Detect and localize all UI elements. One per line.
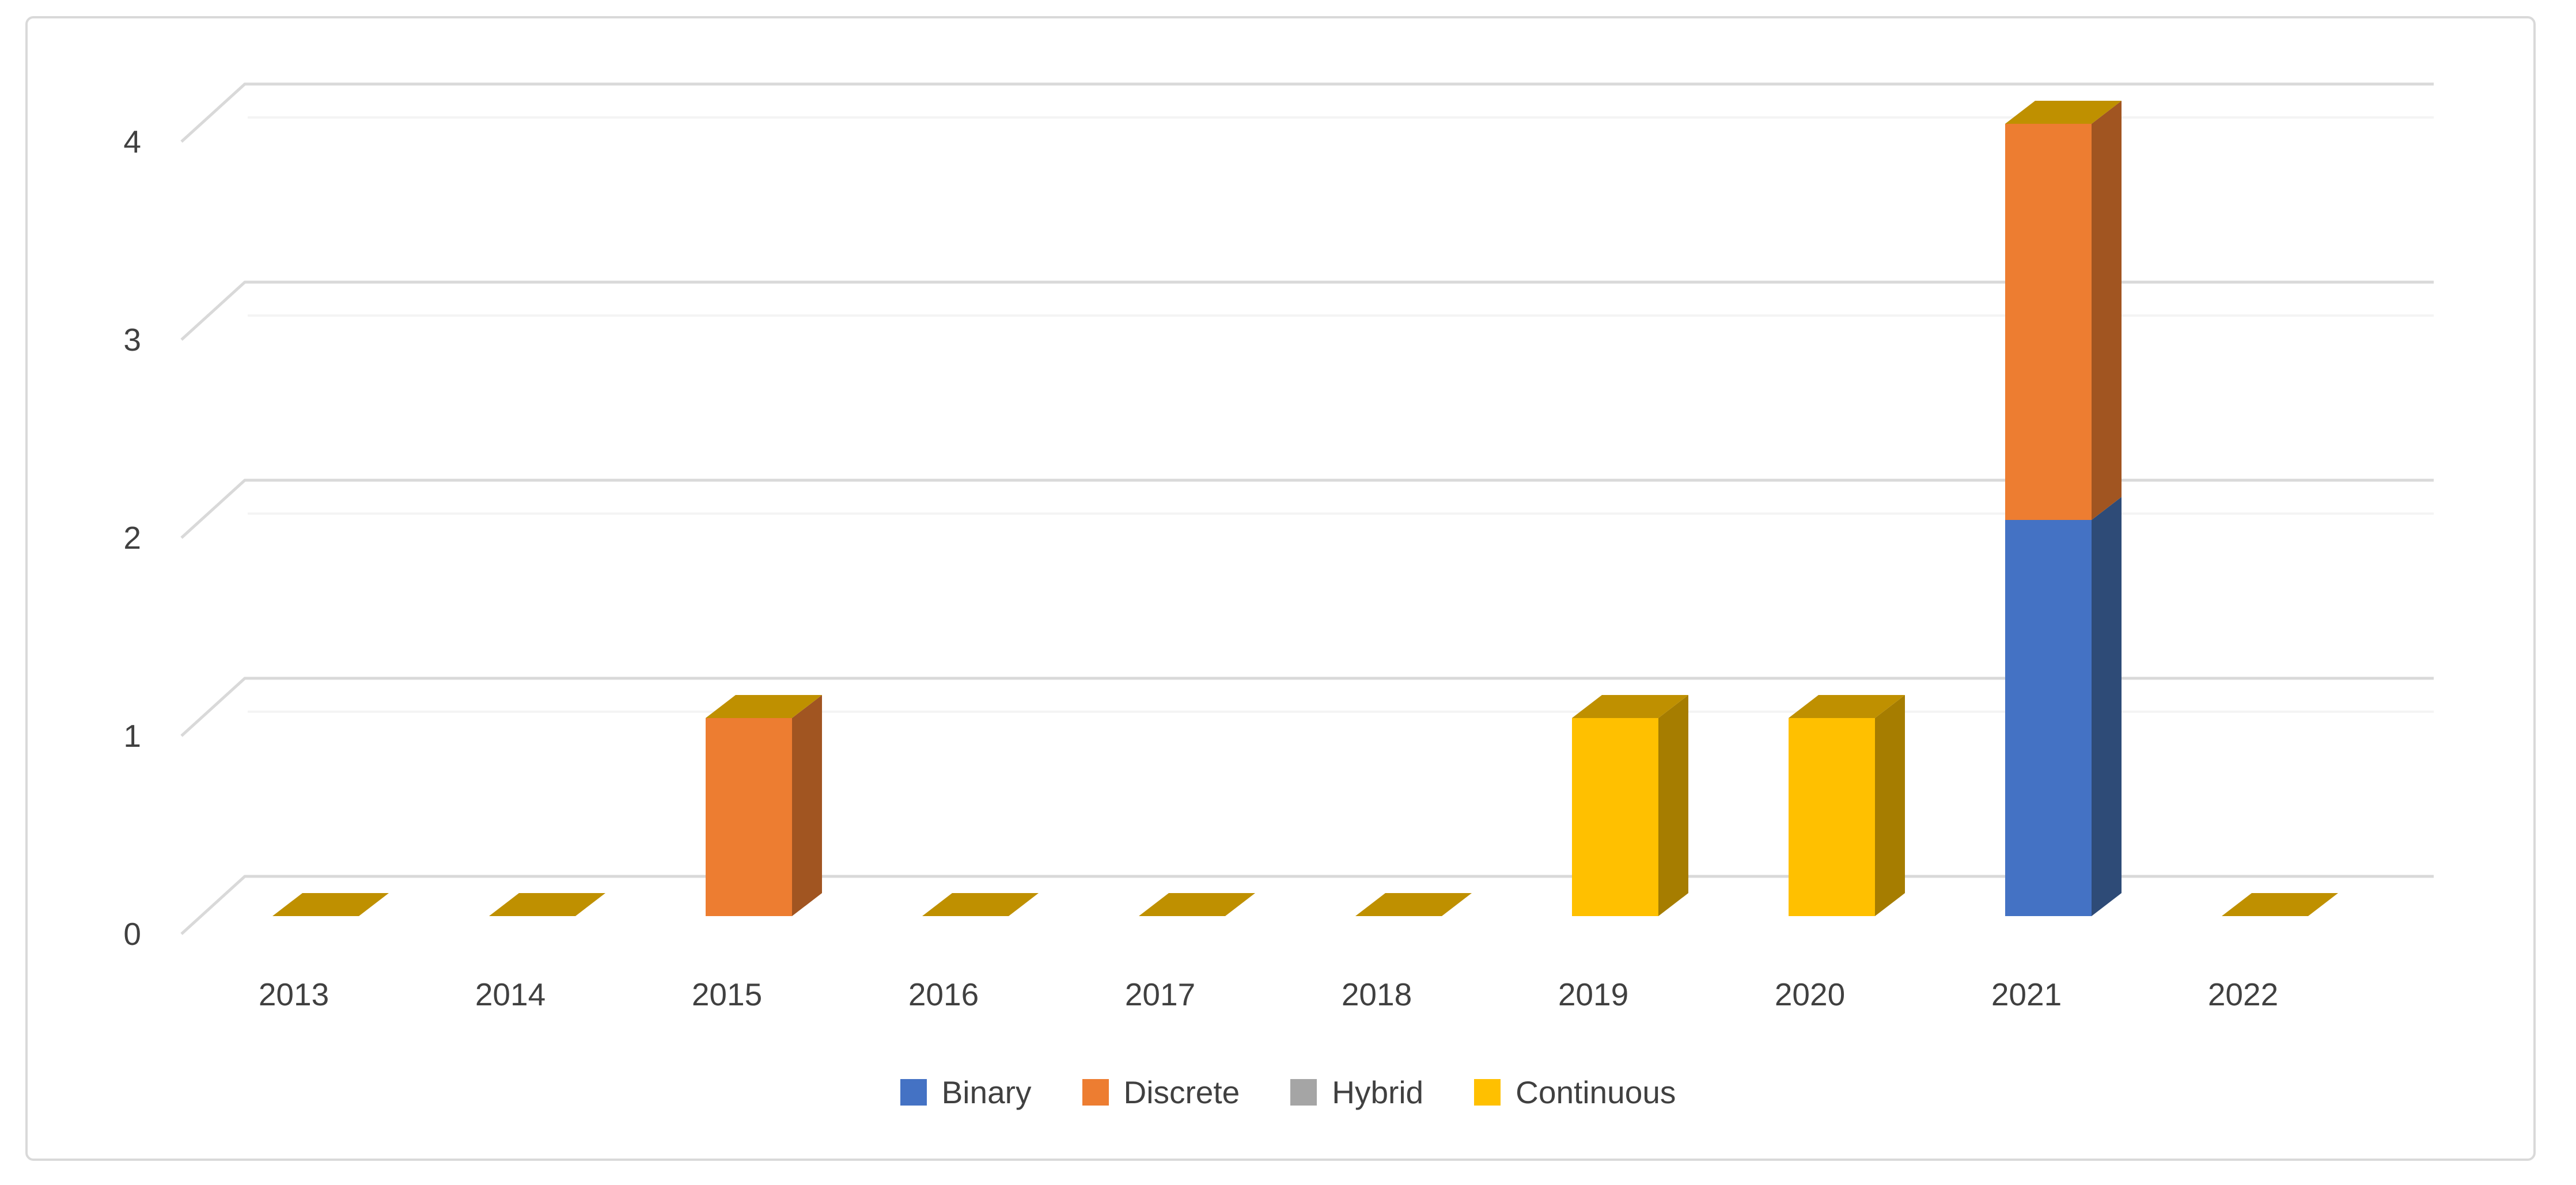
- bar-2020[interactable]: [1789, 695, 1905, 916]
- bar-front-Discrete-2015[interactable]: [706, 718, 792, 916]
- gridline-y-4: [180, 82, 2434, 143]
- bar-front-Continuous-2019[interactable]: [1572, 718, 1658, 916]
- bar-side-Discrete-2021[interactable]: [2092, 101, 2122, 520]
- legend-item-binary[interactable]: Binary: [900, 1074, 1032, 1110]
- x-tick-label-2016: 2016: [908, 977, 979, 1012]
- bar-top-2021[interactable]: [2005, 101, 2122, 124]
- legend-item-hybrid[interactable]: Hybrid: [1290, 1074, 1424, 1110]
- y-tick-label-2: 2: [123, 520, 141, 556]
- y-tick-label-0: 0: [123, 916, 141, 952]
- x-tick-label-2022: 2022: [2208, 977, 2278, 1012]
- bar-top-2015[interactable]: [706, 695, 822, 718]
- legend-swatch-continuous: [1474, 1079, 1501, 1106]
- bars-layer: 2013 2014 2015 2016 2017 2018 2019 2020 2021 2022: [259, 101, 2338, 1012]
- bar-2019[interactable]: [1572, 695, 1688, 916]
- bar-side-Continuous-2020[interactable]: [1875, 695, 1905, 916]
- x-tick-label-2013: 2013: [259, 977, 329, 1012]
- figure-border: [25, 16, 2536, 1161]
- bar-top-2016[interactable]: [922, 893, 1039, 916]
- bar-2022[interactable]: [2222, 893, 2338, 916]
- bar-side-Continuous-2019[interactable]: [1658, 695, 1688, 916]
- legend-label-hybrid: Hybrid: [1332, 1074, 1424, 1110]
- bar-top-2022[interactable]: [2222, 893, 2338, 916]
- bar-top-2013[interactable]: [272, 893, 389, 916]
- legend-item-continuous[interactable]: Continuous: [1474, 1074, 1676, 1110]
- legend-label-binary: Binary: [941, 1074, 1032, 1110]
- gridline-y-1: [180, 677, 2434, 737]
- gridline-y-3: [180, 280, 2434, 341]
- y-tick-label-3: 3: [123, 322, 141, 358]
- legend-swatch-hybrid: [1290, 1079, 1317, 1106]
- gridline-y-2: [180, 478, 2434, 539]
- legend: Binary Discrete Hybrid Continuous: [0, 1066, 2576, 1118]
- legend-swatch-binary: [900, 1079, 927, 1106]
- x-tick-label-2020: 2020: [1775, 977, 1845, 1012]
- bar-2016[interactable]: [922, 893, 1039, 916]
- bar-2021[interactable]: [2005, 101, 2122, 916]
- legend-item-discrete[interactable]: Discrete: [1082, 1074, 1240, 1110]
- legend-swatch-discrete: [1082, 1079, 1109, 1106]
- bar-side-Binary-2021[interactable]: [2092, 497, 2122, 916]
- x-tick-label-2019: 2019: [1558, 977, 1628, 1012]
- y-tick-label-1: 1: [123, 718, 141, 754]
- bar-2017[interactable]: [1139, 893, 1255, 916]
- bar-2018[interactable]: [1355, 893, 1472, 916]
- x-tick-label-2014: 2014: [475, 977, 545, 1012]
- y-tick-label-4: 4: [123, 124, 141, 159]
- gridline-y-0: [180, 875, 2434, 935]
- bar-2013[interactable]: [272, 893, 389, 916]
- bar-top-2014[interactable]: [489, 893, 605, 916]
- bar-top-2017[interactable]: [1139, 893, 1255, 916]
- bar-top-2020[interactable]: [1789, 695, 1905, 718]
- legend-label-discrete: Discrete: [1123, 1074, 1240, 1110]
- x-tick-label-2018: 2018: [1342, 977, 1412, 1012]
- bar-front-Continuous-2020[interactable]: [1789, 718, 1875, 916]
- x-tick-label-2017: 2017: [1125, 977, 1195, 1012]
- bar-front-Binary-2021[interactable]: [2005, 520, 2092, 916]
- x-tick-label-2015: 2015: [692, 977, 762, 1012]
- bar-top-2018[interactable]: [1355, 893, 1472, 916]
- bar-2015[interactable]: [706, 695, 822, 916]
- bar-side-Discrete-2015[interactable]: [792, 695, 822, 916]
- bar-2014[interactable]: [489, 893, 605, 916]
- bar-front-Discrete-2021[interactable]: [2005, 124, 2092, 520]
- bar-top-2019[interactable]: [1572, 695, 1688, 718]
- legend-label-continuous: Continuous: [1516, 1074, 1676, 1110]
- x-tick-label-2021: 2021: [1991, 977, 2062, 1012]
